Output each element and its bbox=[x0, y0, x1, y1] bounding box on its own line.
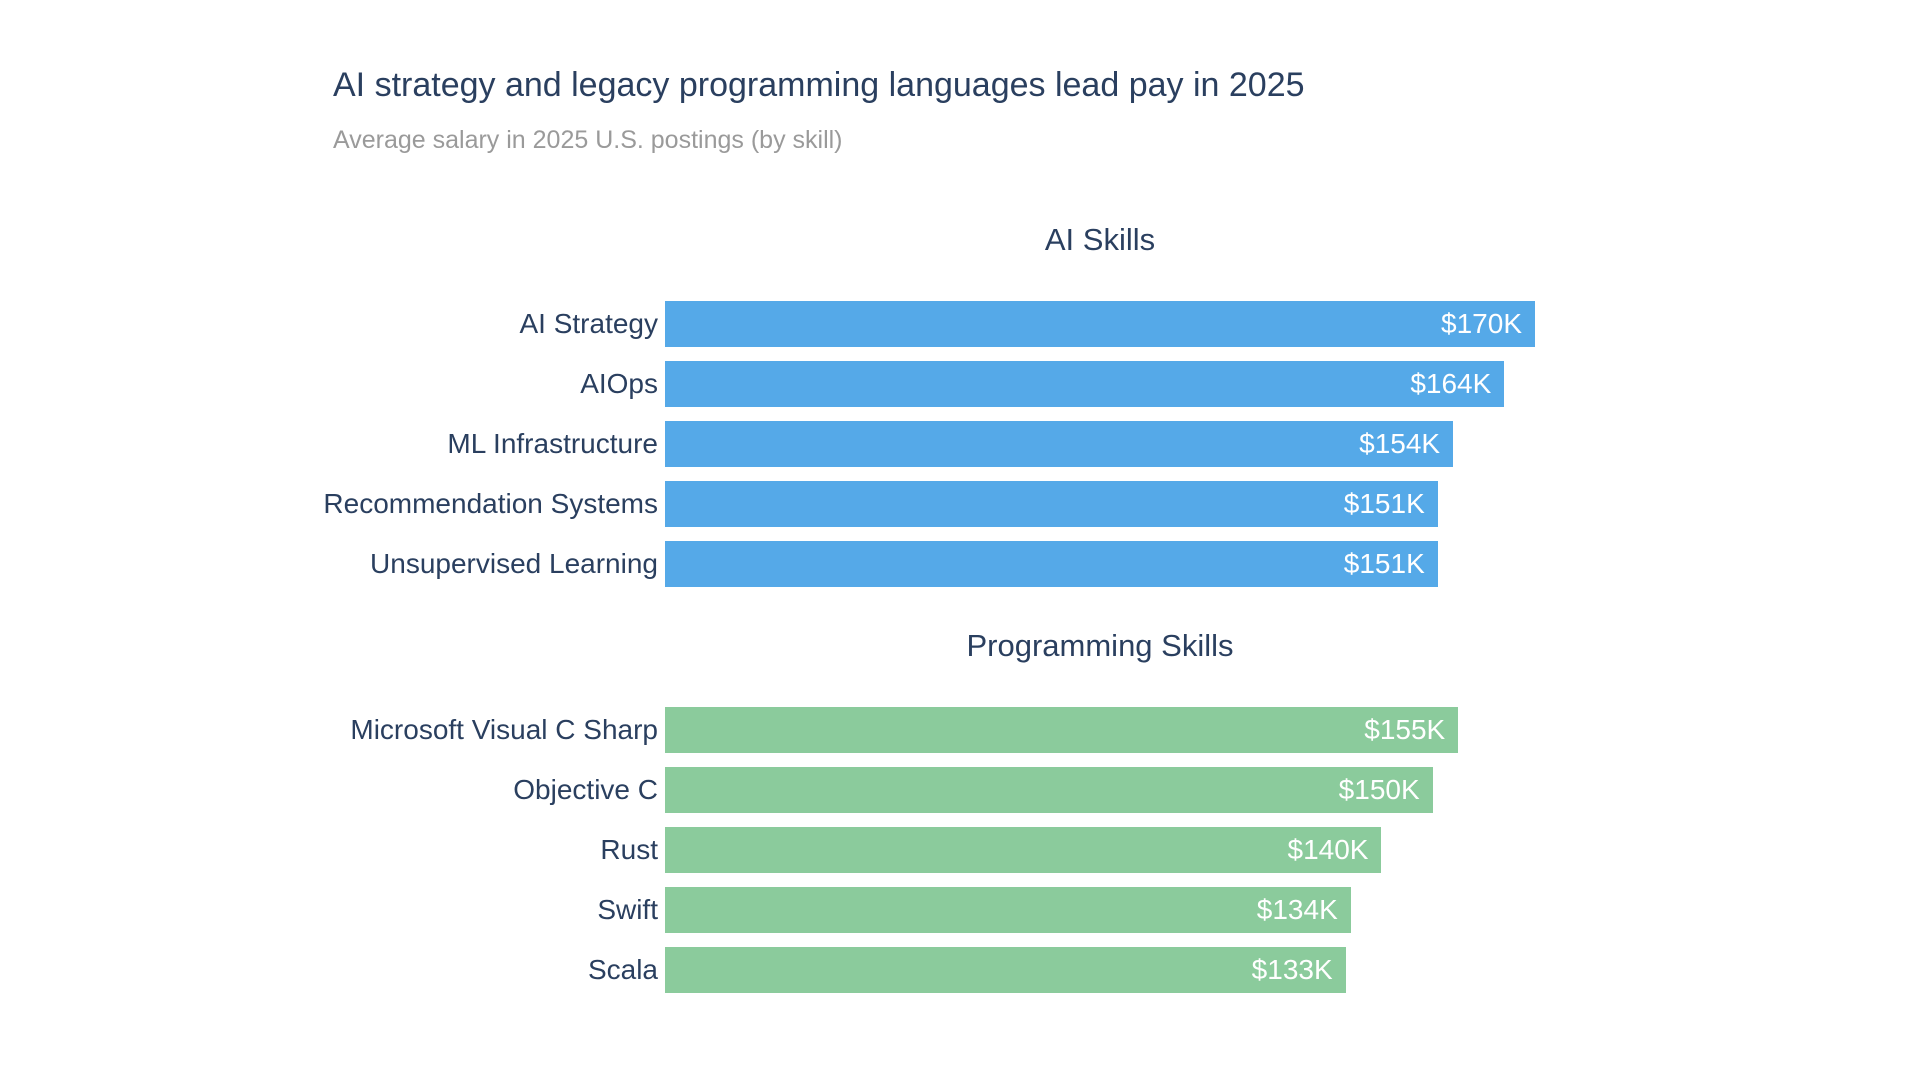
bar: $151K bbox=[665, 481, 1438, 527]
bar-row: Unsupervised Learning $151K bbox=[0, 534, 1920, 594]
bar: $151K bbox=[665, 541, 1438, 587]
bar: $134K bbox=[665, 887, 1351, 933]
bar-label: Recommendation Systems bbox=[323, 488, 658, 519]
bar-track: $154K bbox=[665, 421, 1535, 467]
bar-track: $150K bbox=[665, 767, 1535, 813]
chart-title: AI strategy and legacy programming langu… bbox=[333, 66, 1305, 104]
bar-track: $164K bbox=[665, 361, 1535, 407]
bar-rows: Microsoft Visual C Sharp $155K Objective C… bbox=[0, 700, 1920, 1000]
bar-label: Microsoft Visual C Sharp bbox=[350, 714, 658, 745]
bar-row: Objective C $150K bbox=[0, 760, 1920, 820]
bar-label: Rust bbox=[600, 834, 658, 865]
bar-rows: AI Strategy $170K AIOps $164K ML Infrastruct… bbox=[0, 294, 1920, 594]
bar-value-label: $151K bbox=[1343, 548, 1425, 579]
chart-subtitle: Average salary in 2025 U.S. postings (by… bbox=[333, 126, 843, 154]
bar-row: Scala $133K bbox=[0, 940, 1920, 1000]
bar-track: $133K bbox=[665, 947, 1535, 993]
bar-value-label: $164K bbox=[1410, 368, 1492, 399]
bar-row: AIOps $164K bbox=[0, 354, 1920, 414]
bar-row: Swift $134K bbox=[0, 880, 1920, 940]
bar-label: Scala bbox=[587, 954, 658, 985]
bar-track: $151K bbox=[665, 541, 1535, 587]
bar-label: Unsupervised Learning bbox=[370, 548, 658, 579]
bar-track: $155K bbox=[665, 707, 1535, 753]
bar: $164K bbox=[665, 361, 1505, 407]
bar-value-label: $134K bbox=[1256, 894, 1338, 925]
bar-label: Objective C bbox=[513, 774, 658, 805]
bar: $150K bbox=[665, 767, 1433, 813]
bar-row: AI Strategy $170K bbox=[0, 294, 1920, 354]
bar-value-label: $150K bbox=[1338, 774, 1420, 805]
bar: $170K bbox=[665, 301, 1535, 347]
bar-label: Swift bbox=[597, 894, 658, 925]
bar: $140K bbox=[665, 827, 1382, 873]
bar-label: ML Infrastructure bbox=[447, 428, 658, 459]
bar-row: Recommendation Systems $151K bbox=[0, 474, 1920, 534]
group-header: AI Skills bbox=[1044, 222, 1156, 257]
bar: $154K bbox=[665, 421, 1454, 467]
bar: $155K bbox=[665, 707, 1459, 753]
bar-track: $134K bbox=[665, 887, 1535, 933]
bar-value-label: $133K bbox=[1251, 954, 1333, 985]
bar-track: $140K bbox=[665, 827, 1535, 873]
bar-value-label: $155K bbox=[1364, 714, 1446, 745]
bar-value-label: $151K bbox=[1343, 488, 1425, 519]
bar-track: $151K bbox=[665, 481, 1535, 527]
bar-row: Microsoft Visual C Sharp $155K bbox=[0, 700, 1920, 760]
bar-value-label: $140K bbox=[1287, 834, 1369, 865]
bar-label: AI Strategy bbox=[519, 308, 658, 339]
bar-value-label: $154K bbox=[1359, 428, 1441, 459]
bar-row: ML Infrastructure $154K bbox=[0, 414, 1920, 474]
bar-label: AIOps bbox=[580, 368, 658, 399]
bar-value-label: $170K bbox=[1441, 308, 1522, 339]
bar: $133K bbox=[665, 947, 1346, 993]
bar-row: Rust $140K bbox=[0, 820, 1920, 880]
bar-track: $170K bbox=[665, 301, 1535, 347]
group-header: Programming Skills bbox=[966, 628, 1234, 663]
